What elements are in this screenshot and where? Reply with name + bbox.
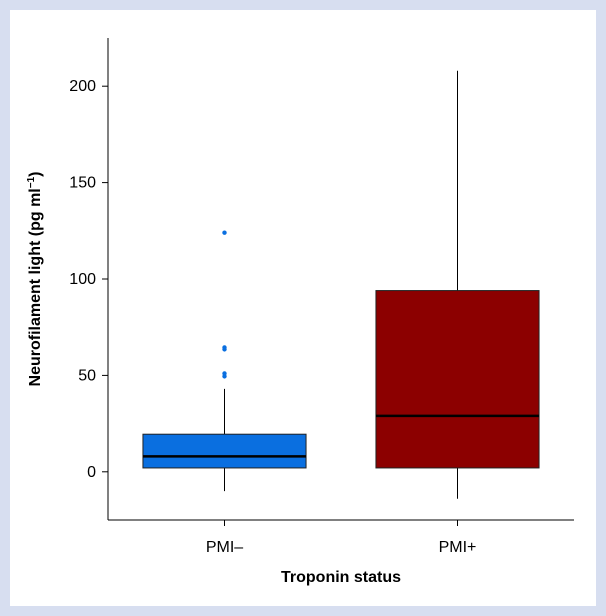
x-axis-title: Troponin status — [281, 569, 401, 586]
iqr-box — [375, 290, 540, 469]
y-tick-label: 50 — [78, 367, 96, 384]
x-axis-ticks: PMI– PMI+ — [206, 520, 477, 556]
y-axis-title: Neurofilament light (pg ml−1) — [26, 172, 44, 387]
box-group — [142, 230, 307, 492]
boxes — [142, 70, 540, 499]
y-tick-label: 0 — [87, 464, 96, 481]
iqr-box — [142, 433, 307, 469]
y-tick-label: 100 — [69, 271, 96, 288]
x-tick-label: PMI– — [206, 539, 243, 556]
y-tick-label: 150 — [69, 175, 96, 192]
y-axis-title-main: Neurofilament light (pg ml — [27, 188, 44, 386]
outlier-point — [222, 230, 227, 235]
outlier-point — [222, 371, 227, 376]
y-axis-title-close: ) — [27, 172, 44, 177]
outlier-point — [222, 345, 227, 350]
chart-panel: 0 50 100 150 200 PMI– PMI+ Troponin status Ne… — [10, 10, 596, 606]
y-axis-title-superscript: −1 — [26, 176, 37, 188]
x-tick-label: PMI+ — [439, 539, 477, 556]
boxplot-chart: 0 50 100 150 200 PMI– PMI+ Troponin status Ne… — [26, 38, 574, 586]
y-axis-ticks: 0 50 100 150 200 — [69, 78, 108, 481]
y-tick-label: 200 — [69, 78, 96, 95]
box-group — [375, 70, 540, 499]
